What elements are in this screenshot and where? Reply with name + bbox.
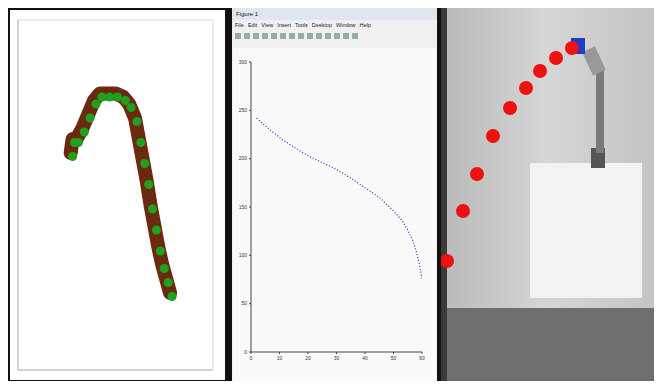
svg-text:150: 150 — [239, 204, 248, 210]
svg-text:60: 60 — [419, 355, 425, 361]
svg-text:0: 0 — [244, 349, 247, 355]
svg-text:50: 50 — [241, 300, 247, 306]
html-text:Desktop: Desktop — [311, 22, 332, 28]
svg-text:200: 200 — [239, 155, 248, 161]
html-text:View: View — [261, 22, 274, 28]
svg-text:300: 300 — [239, 59, 248, 65]
svg-text:100: 100 — [239, 252, 248, 258]
html-text:Help: Help — [359, 22, 371, 28]
html-text:Figure 1: Figure 1 — [236, 11, 258, 17]
html-text:Insert: Insert — [277, 22, 291, 28]
svg-text:0: 0 — [250, 355, 253, 361]
svg-text:250: 250 — [239, 107, 248, 113]
html-text:Edit: Edit — [247, 22, 258, 28]
svg-text:40: 40 — [362, 355, 368, 361]
html-text:Window: Window — [336, 22, 356, 28]
svg-text:20: 20 — [305, 355, 311, 361]
svg-text:50: 50 — [391, 355, 397, 361]
svg-text:10: 10 — [277, 355, 283, 361]
svg-text:30: 30 — [334, 355, 340, 361]
html-text:File: File — [235, 22, 244, 28]
html-text:Tools: Tools — [295, 22, 308, 28]
